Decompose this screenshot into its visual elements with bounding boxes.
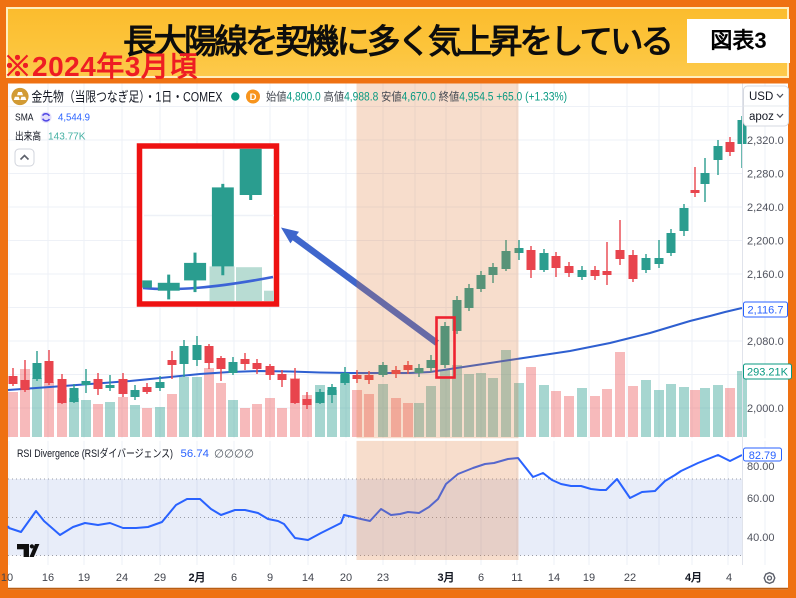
- svg-text:4,544.9: 4,544.9: [58, 112, 90, 124]
- svg-text:RSI Divergence (RSIダイバージェンス): RSI Divergence (RSIダイバージェンス): [17, 446, 173, 460]
- svg-text:10: 10: [1, 572, 13, 584]
- svg-text:40.00: 40.00: [747, 532, 775, 544]
- svg-text:143.77K: 143.77K: [48, 131, 86, 143]
- svg-text:29: 29: [154, 572, 166, 584]
- svg-text:2,240.0: 2,240.0: [747, 202, 784, 214]
- svg-text:11: 11: [511, 572, 522, 584]
- svg-text:apoz: apoz: [749, 111, 774, 123]
- svg-text:∅: ∅: [244, 449, 254, 461]
- svg-text:22: 22: [624, 572, 636, 584]
- svg-text:2,200.0: 2,200.0: [747, 236, 784, 248]
- svg-text:82.79: 82.79: [749, 450, 777, 462]
- svg-text:20: 20: [340, 572, 352, 584]
- svg-text:14: 14: [302, 572, 314, 584]
- svg-text:6: 6: [231, 572, 237, 584]
- svg-text:293.21K: 293.21K: [747, 367, 789, 379]
- svg-text:出来高: 出来高: [15, 130, 41, 143]
- svg-text:16: 16: [42, 572, 54, 584]
- svg-text:60.00: 60.00: [747, 493, 775, 505]
- svg-text:USD: USD: [749, 91, 773, 103]
- svg-text:2,280.0: 2,280.0: [747, 169, 784, 181]
- svg-text:2月: 2月: [188, 571, 205, 584]
- svg-text:始値4,800.0 高値4,988.8 安値4,670.0: 始値4,800.0 高値4,988.8 安値4,670.0 終値4,954.5 …: [266, 90, 567, 104]
- svg-text:D: D: [250, 92, 257, 103]
- svg-text:∅: ∅: [224, 449, 234, 461]
- svg-text:∅: ∅: [214, 449, 224, 461]
- svg-text:金先物（当限つなぎ足）・1日・COMEX: 金先物（当限つなぎ足）・1日・COMEX: [32, 90, 223, 105]
- svg-text:19: 19: [583, 572, 595, 584]
- svg-text:56.74: 56.74: [181, 448, 210, 460]
- svg-text:4: 4: [726, 572, 732, 584]
- svg-text:3月: 3月: [437, 571, 454, 584]
- svg-text:2,160.0: 2,160.0: [747, 269, 784, 281]
- svg-text:SMA: SMA: [15, 112, 34, 124]
- svg-text:2,116.7: 2,116.7: [748, 305, 784, 317]
- svg-text:2,320.0: 2,320.0: [747, 135, 784, 147]
- svg-text:∅: ∅: [234, 449, 244, 461]
- svg-text:80.00: 80.00: [747, 461, 775, 473]
- svg-text:24: 24: [116, 572, 128, 584]
- svg-text:2,000.0: 2,000.0: [747, 403, 784, 415]
- svg-text:19: 19: [78, 572, 90, 584]
- svg-text:2,080.0: 2,080.0: [747, 336, 784, 348]
- svg-text:4月: 4月: [685, 571, 702, 584]
- svg-text:6: 6: [478, 572, 484, 584]
- svg-text:23: 23: [377, 572, 389, 584]
- svg-text:14: 14: [548, 572, 560, 584]
- svg-text:9: 9: [267, 572, 273, 584]
